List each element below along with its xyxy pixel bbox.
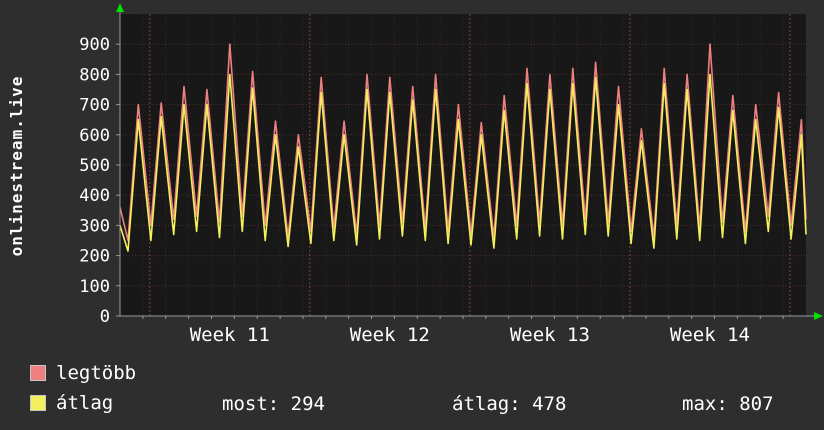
legend-item-legtobb: legtöbb — [30, 362, 136, 384]
x-week-label: Week 11 — [190, 324, 270, 346]
y-tick-label: 100 — [79, 277, 110, 297]
y-tick-label: 800 — [79, 65, 110, 85]
legend-swatch-atlag — [30, 395, 46, 411]
stat-atlag: átlag: 478 — [452, 393, 567, 415]
y-tick-label: 600 — [79, 126, 110, 146]
x-week-label: Week 13 — [510, 324, 590, 346]
chart-canvas: 0 100 200 300 400 500 600 700 800 900 Week 11 Week … — [79, 3, 823, 346]
x-axis-arrow-icon — [814, 312, 823, 320]
y-tick-label: 700 — [79, 96, 110, 116]
y-tick-label: 300 — [79, 216, 110, 236]
stat-most: most: 294 — [222, 393, 325, 415]
legend-item-atlag: átlag — [30, 392, 113, 414]
y-tick-label: 500 — [79, 156, 110, 176]
series-line-átlag — [119, 73, 807, 252]
x-week-label: Week 14 — [670, 324, 750, 346]
legend-swatch-legtobb — [30, 365, 46, 381]
y-tick-label: 0 — [100, 307, 110, 327]
legend-label-legtobb: legtöbb — [56, 362, 137, 384]
y-axis-arrow-icon — [116, 3, 124, 12]
y-tick-label: 400 — [79, 186, 110, 206]
y-tick-label: 200 — [79, 247, 110, 267]
series-line-legtöbb — [119, 43, 807, 242]
y-tick-label: 900 — [79, 35, 110, 55]
legend-label-atlag: átlag — [56, 392, 114, 414]
x-week-label: Week 12 — [350, 324, 430, 346]
stat-max: max: 807 — [682, 393, 774, 415]
